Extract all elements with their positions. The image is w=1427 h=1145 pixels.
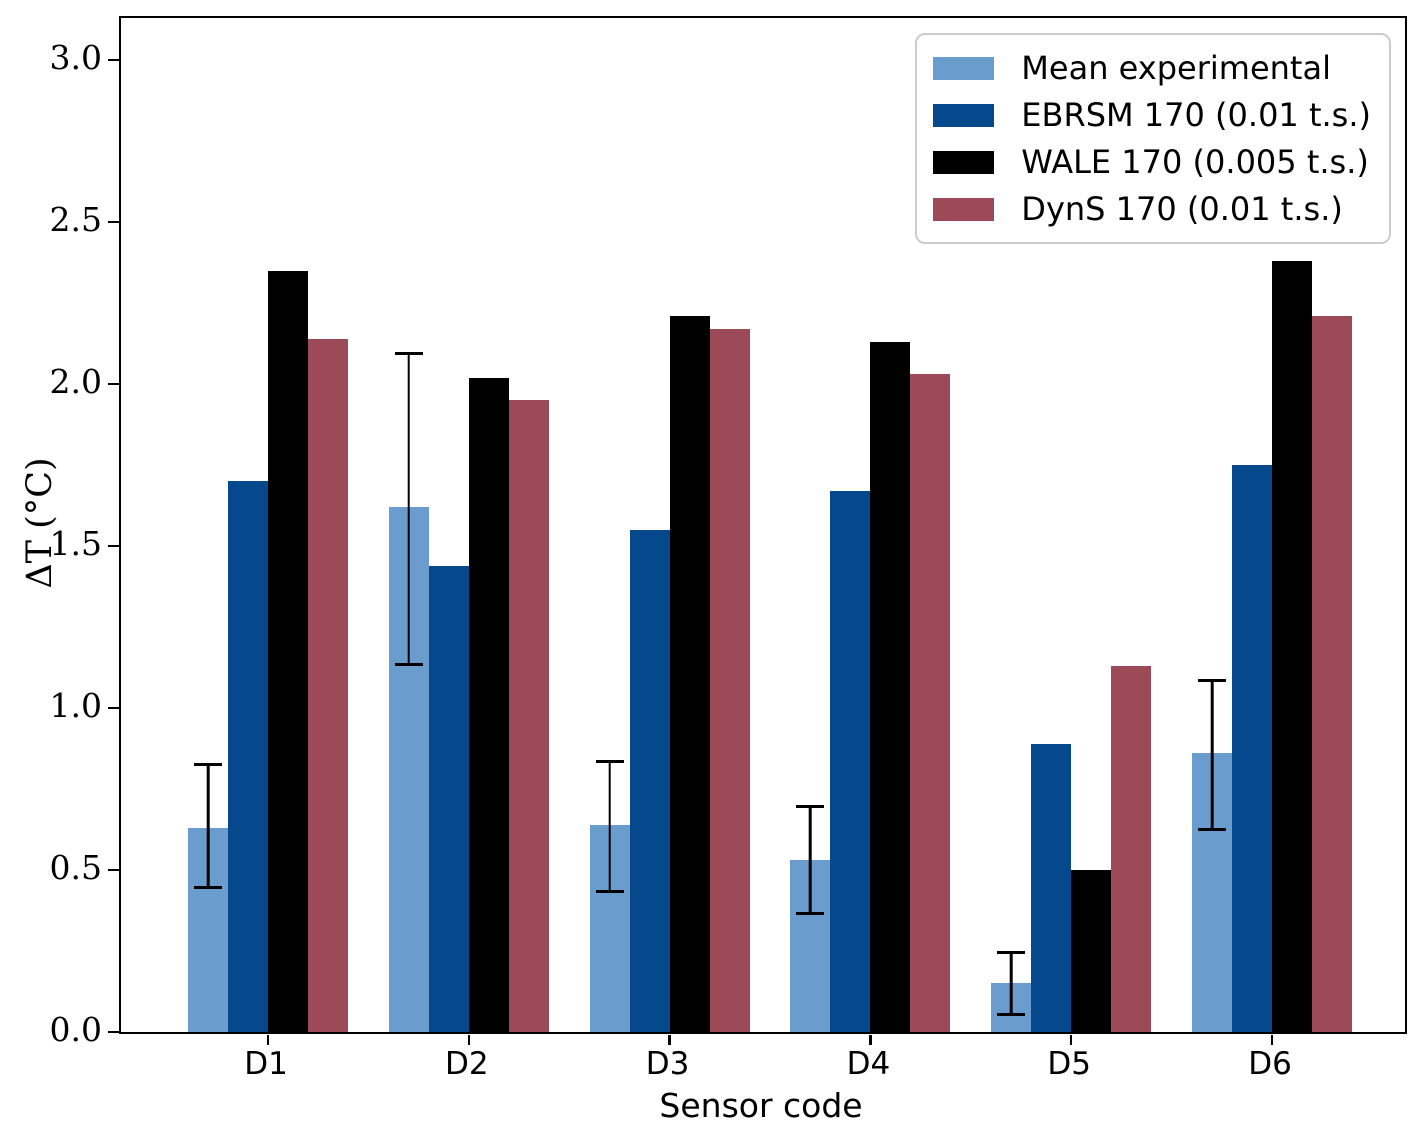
legend-label: DynS 170 (0.01 t.s.) (1021, 190, 1343, 228)
error-bar-cap-bottom (1198, 828, 1226, 832)
legend-label: WALE 170 (0.005 t.s.) (1021, 143, 1369, 181)
error-bar-D1 (194, 763, 222, 890)
bar-D2-series-2 (468, 377, 509, 1032)
x-tick-label-D2: D2 (445, 1046, 489, 1082)
x-tick-label-D4: D4 (846, 1046, 891, 1082)
error-bar-D6 (1198, 678, 1226, 832)
y-tick-label: 2.0 (49, 362, 102, 402)
x-tick-mark (1069, 1034, 1073, 1045)
legend-swatch (933, 56, 995, 80)
error-bar-cap-bottom (997, 1012, 1026, 1016)
error-bar-line (809, 805, 812, 916)
y-tick-label: 3.0 (49, 38, 102, 78)
bar-D1-series-3 (308, 338, 348, 1032)
y-tick-mark (107, 868, 119, 872)
x-tick-label-D1: D1 (244, 1046, 288, 1082)
y-tick-mark (107, 58, 119, 62)
y-tick-label: 2.5 (49, 200, 102, 240)
bar-D2-series-3 (508, 400, 549, 1032)
legend: Mean experimental EBRSM 170 (0.01 t.s.) WA… (915, 33, 1391, 244)
y-tick-mark (107, 1030, 119, 1034)
error-bar-cap-top (997, 951, 1026, 955)
bar-D6-series-1 (1232, 465, 1272, 1032)
bar-D5-series-3 (1111, 665, 1152, 1032)
y-tick-label: 1.5 (49, 524, 102, 564)
bar-D4-series-1 (830, 490, 871, 1032)
legend-entry-1: EBRSM 170 (0.01 t.s.) (933, 96, 1371, 134)
error-bar-D4 (796, 805, 825, 916)
bar-D6-series-3 (1312, 316, 1352, 1032)
legend-swatch (933, 150, 995, 174)
error-bar-line (1210, 678, 1214, 832)
bar-D6-series-2 (1272, 260, 1312, 1032)
error-bar-cap-top (595, 759, 624, 763)
x-tick-label-D3: D3 (645, 1046, 690, 1082)
error-bar-line (206, 763, 210, 890)
plot-area: Mean experimental EBRSM 170 (0.01 t.s.) WA… (107, 16, 1407, 1045)
bar-D5-series-2 (1071, 870, 1112, 1032)
x-tick-mark (266, 1034, 270, 1045)
error-bar-D3 (595, 759, 624, 893)
y-tick-mark (107, 544, 119, 548)
legend-entry-2: WALE 170 (0.005 t.s.) (933, 143, 1371, 181)
bar-D1-series-2 (268, 270, 308, 1032)
bar-D4-series-3 (910, 374, 951, 1032)
x-tick-mark (467, 1034, 471, 1045)
x-tick-label-D6: D6 (1248, 1046, 1292, 1082)
y-tick-label: 0.5 (49, 848, 102, 888)
error-bar-cap-bottom (595, 889, 624, 893)
legend-swatch (933, 197, 995, 221)
legend-label: Mean experimental (1021, 49, 1331, 87)
bar-D3-series-3 (709, 329, 750, 1032)
y-tick-label: 1.0 (49, 686, 102, 726)
error-bar-cap-top (394, 351, 423, 355)
error-bar-line (407, 351, 411, 666)
error-bar-cap-bottom (194, 886, 222, 890)
legend-entry-3: DynS 170 (0.01 t.s.) (933, 190, 1371, 228)
error-bar-line (608, 759, 611, 893)
x-tick-mark (668, 1034, 671, 1045)
x-tick-label-D5: D5 (1047, 1046, 1091, 1082)
y-tick-mark (107, 706, 119, 710)
x-tick-mark (1270, 1034, 1274, 1045)
error-bar-cap-top (796, 805, 825, 809)
error-bar-line (1009, 951, 1013, 1016)
x-axis-title: Sensor code (659, 1086, 863, 1125)
bar-D5-series-1 (1031, 743, 1072, 1032)
bar-D1-series-1 (228, 481, 268, 1032)
error-bar-D5 (997, 951, 1026, 1016)
bar-D2-series-1 (428, 565, 469, 1032)
bar-D4-series-2 (870, 341, 911, 1032)
bar-D3-series-1 (629, 529, 670, 1032)
error-bar-cap-bottom (796, 912, 825, 916)
bar-D3-series-2 (669, 316, 710, 1032)
error-bar-D2 (394, 351, 423, 666)
legend-swatch (933, 103, 995, 127)
y-tick-mark (107, 382, 119, 386)
error-bar-cap-top (1198, 678, 1226, 682)
x-tick-mark (869, 1034, 872, 1045)
legend-entry-0: Mean experimental (933, 49, 1371, 87)
y-tick-label: 0.0 (49, 1010, 102, 1049)
error-bar-cap-bottom (394, 662, 423, 666)
legend-label: EBRSM 170 (0.01 t.s.) (1021, 96, 1371, 134)
error-bar-cap-top (194, 763, 222, 767)
y-tick-mark (107, 220, 119, 224)
y-axis-title: ΔT (°C) (20, 457, 60, 589)
